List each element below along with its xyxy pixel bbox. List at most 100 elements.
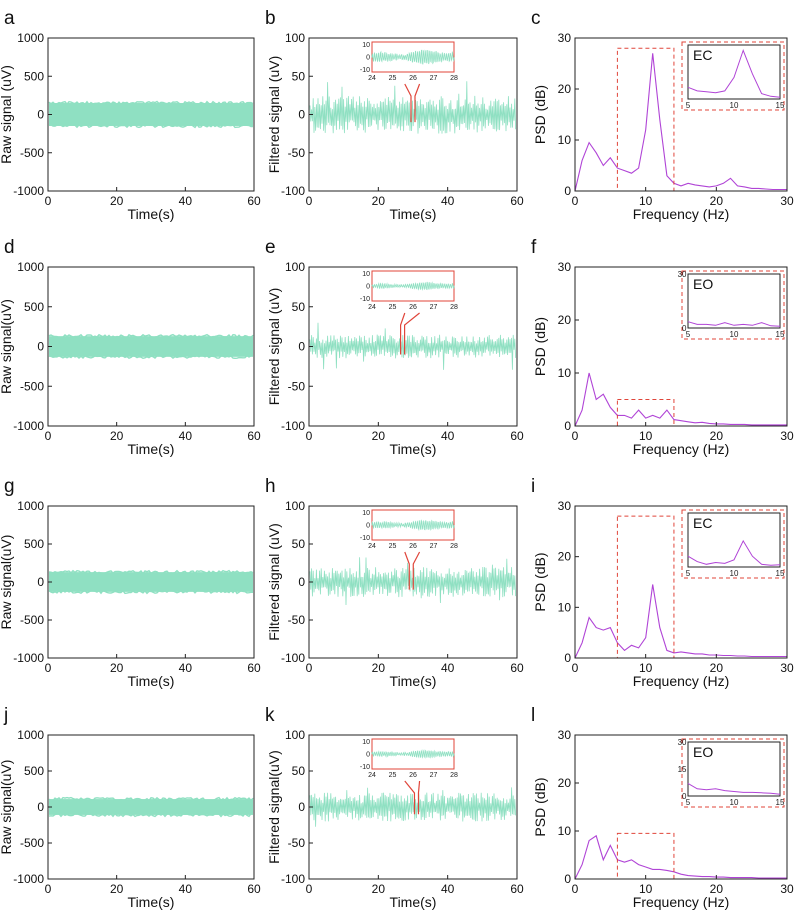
y-axis-label: Filtered signal (uV): [266, 288, 282, 406]
raw-signal-trace-bottom: [48, 123, 254, 129]
inset-signal-trace: [371, 519, 455, 532]
panel-letter: h: [265, 476, 276, 497]
inset-y-tick-label: 10: [362, 739, 370, 746]
y-tick-label: 30: [558, 728, 572, 742]
panel-j: j 0 20 40 60 1000 500 0 -500 -1000 Time(s) Raw sign…: [0, 705, 261, 910]
inset-y-tick-label: 15: [678, 765, 687, 774]
x-tick-label: 20: [110, 429, 124, 443]
y-tick-label: -500: [20, 379, 44, 393]
inset-x-tick-label: 28: [450, 75, 458, 82]
inset-x-tick-label: 25: [389, 543, 397, 550]
y-axis-label: Raw signal(uV): [0, 299, 14, 394]
y-tick-label: 1000: [17, 31, 44, 45]
x-tick-label: 0: [572, 194, 579, 208]
x-tick-label: 30: [780, 194, 794, 208]
x-tick-label: 0: [45, 194, 52, 208]
raw-signal-band: [49, 103, 253, 126]
y-tick-label: -1000: [13, 651, 44, 665]
y-axis-label: Filtered signal(uV): [266, 750, 282, 864]
inset-psd-line: [687, 48, 781, 98]
y-tick-label: -50: [288, 146, 306, 160]
y-tick-label: -500: [20, 836, 44, 850]
inset-x-tick-label: 27: [430, 543, 438, 550]
y-tick-label: -100: [281, 184, 305, 198]
y-tick-label: -500: [20, 613, 44, 627]
zoom-connector-right: [417, 780, 421, 815]
panel-letter: e: [265, 237, 276, 258]
y-tick-label: 0: [298, 575, 305, 589]
raw-signal-band: [49, 336, 253, 357]
inset-y-tick-label: 0: [366, 752, 370, 759]
raw-signal-trace-top: [48, 569, 254, 575]
x-tick-label: 20: [710, 194, 724, 208]
inset-condition-label: EO: [693, 276, 713, 292]
x-tick-label: 10: [639, 661, 653, 675]
y-axis-label: Raw signal(uV): [0, 760, 14, 855]
inset-psd-line: [687, 321, 781, 327]
y-tick-label: -1000: [13, 872, 44, 886]
x-axis-label: Time(s): [128, 441, 175, 457]
x-tick-label: 40: [179, 661, 193, 675]
x-tick-label: 60: [510, 194, 524, 208]
y-tick-label: 0: [298, 108, 305, 122]
x-tick-label: 10: [639, 194, 653, 208]
y-tick-label: -100: [281, 419, 305, 433]
panel-i: i EC 5 10 15 0 10 20 30 30 20 10 0 Frequency (Hz) PSD …: [531, 476, 794, 689]
y-tick-label: 100: [285, 728, 305, 742]
panel-letter: k: [265, 705, 275, 726]
x-axis-label: Frequency (Hz): [633, 673, 729, 689]
x-tick-label: 60: [510, 882, 524, 896]
y-tick-label: 0: [37, 800, 44, 814]
y-tick-label: -500: [20, 146, 44, 160]
y-axis-label: Filtered signal (uV): [266, 56, 282, 174]
y-tick-label: 1000: [17, 499, 44, 513]
inset-x-tick-label: 10: [730, 330, 739, 339]
x-tick-label: 60: [510, 429, 524, 443]
y-tick-label: -1000: [13, 184, 44, 198]
inset-y-tick-label: -10: [360, 535, 370, 542]
x-tick-label: 0: [572, 661, 579, 675]
psd-line: [574, 584, 787, 659]
axes-frame: [574, 505, 788, 659]
x-tick-label: 40: [441, 661, 455, 675]
x-tick-label: 20: [710, 882, 724, 896]
inset-frame: [687, 273, 781, 329]
inset-x-tick-label: 27: [430, 772, 438, 779]
panel-letter: a: [4, 8, 15, 29]
inset-dashed-frame: [681, 509, 785, 579]
inset-condition-label: EC: [693, 515, 712, 531]
y-tick-label: 0: [298, 800, 305, 814]
zoom-inset: 24 25 26 27 28 10 0 -10: [360, 509, 458, 590]
inset-dashed-frame: [681, 270, 785, 340]
inset-y-tick-label: -10: [360, 296, 370, 303]
y-tick-label: 10: [558, 133, 572, 147]
inset-frame: [687, 512, 781, 568]
x-tick-label: 0: [306, 661, 313, 675]
x-tick-label: 30: [780, 882, 794, 896]
y-tick-label: 0: [37, 575, 44, 589]
panel-letter: b: [265, 8, 276, 29]
y-tick-label: 20: [558, 776, 572, 790]
panel-a: a 0 20 40 60 1000 500 0 -500 -1000 Time(s) Raw sign…: [0, 8, 261, 222]
panel-g: g 0 20 40 60 1000 500 0 -500 -1000 Time(s) Raw sign…: [0, 476, 261, 689]
inset-x-tick-label: 5: [686, 798, 691, 807]
inset-y-tick-label: 0: [366, 55, 370, 62]
y-tick-label: 0: [564, 872, 571, 886]
inset-x-tick-label: 28: [450, 304, 458, 311]
x-tick-label: 20: [110, 882, 124, 896]
y-tick-label: -1000: [13, 419, 44, 433]
inset-frame: [687, 741, 781, 797]
y-tick-label: -100: [281, 872, 305, 886]
inset-y-tick-label: 10: [362, 271, 370, 278]
x-tick-label: 0: [45, 661, 52, 675]
highlight-box: [616, 832, 675, 880]
x-tick-label: 40: [179, 429, 193, 443]
x-tick-label: 0: [572, 882, 579, 896]
x-tick-label: 60: [510, 661, 524, 675]
axes-frame: [574, 37, 788, 192]
inset-x-tick-label: 15: [776, 569, 785, 578]
inset-x-tick-label: 27: [430, 75, 438, 82]
panel-c: c EC 5 10 15 0 10 20 30 30 20 10 0 Frequency (Hz) PSD …: [531, 8, 794, 222]
